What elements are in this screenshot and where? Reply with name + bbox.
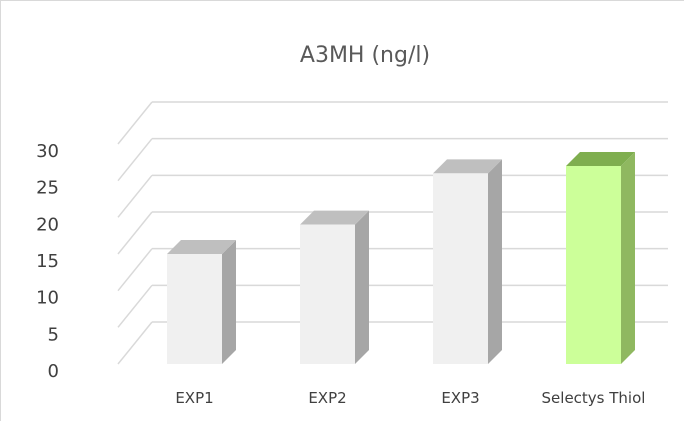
bar-top: [566, 152, 635, 166]
y-tick-label: 5: [48, 324, 59, 345]
gridline-diagonal: [117, 284, 153, 328]
chart-border-top: [0, 0, 684, 1]
gridline-diagonal: [117, 211, 153, 255]
y-tick-label: 0: [48, 361, 59, 382]
bar-exp3: [433, 159, 502, 364]
x-tick-label: EXP1: [175, 389, 213, 407]
y-tick-label: 20: [36, 214, 59, 235]
bar-top: [433, 159, 502, 174]
gridline-diagonal: [117, 138, 153, 182]
x-tick-label: EXP2: [308, 389, 346, 407]
y-tick-label: 15: [36, 251, 59, 272]
bars: [167, 152, 635, 364]
bar-front: [300, 224, 355, 364]
y-tick-label: 10: [36, 288, 59, 309]
y-tick-label: 25: [36, 178, 59, 199]
bar-front: [566, 166, 621, 364]
x-tick-label: Selectys Thiol: [542, 389, 646, 407]
bar-side: [488, 159, 502, 364]
bar-selectys-thiol: [566, 152, 635, 364]
gridline-diagonal: [117, 174, 153, 218]
y-tick-label: 30: [36, 141, 59, 162]
bar-exp2: [300, 210, 369, 364]
bar-side: [621, 152, 635, 364]
bar-top: [300, 210, 369, 225]
bar-top: [167, 240, 236, 254]
bar-front: [167, 254, 222, 364]
gridline-diagonal: [117, 101, 153, 145]
gridline-diagonal: [117, 248, 153, 292]
bar-exp1: [167, 240, 236, 364]
gridline-diagonal: [117, 321, 153, 365]
chart-border-left: [0, 0, 1, 421]
bar-side: [222, 240, 236, 364]
x-axis-ticks: EXP1 EXP2 EXP3 Selectys Thiol: [175, 389, 645, 407]
bar-side: [355, 210, 369, 364]
y-axis-ticks: 0 5 10 15 20 25 30: [36, 141, 59, 382]
x-tick-label: EXP3: [441, 389, 479, 407]
bar-front: [433, 173, 488, 364]
chart-title: A3MH (ng/l): [300, 43, 430, 68]
